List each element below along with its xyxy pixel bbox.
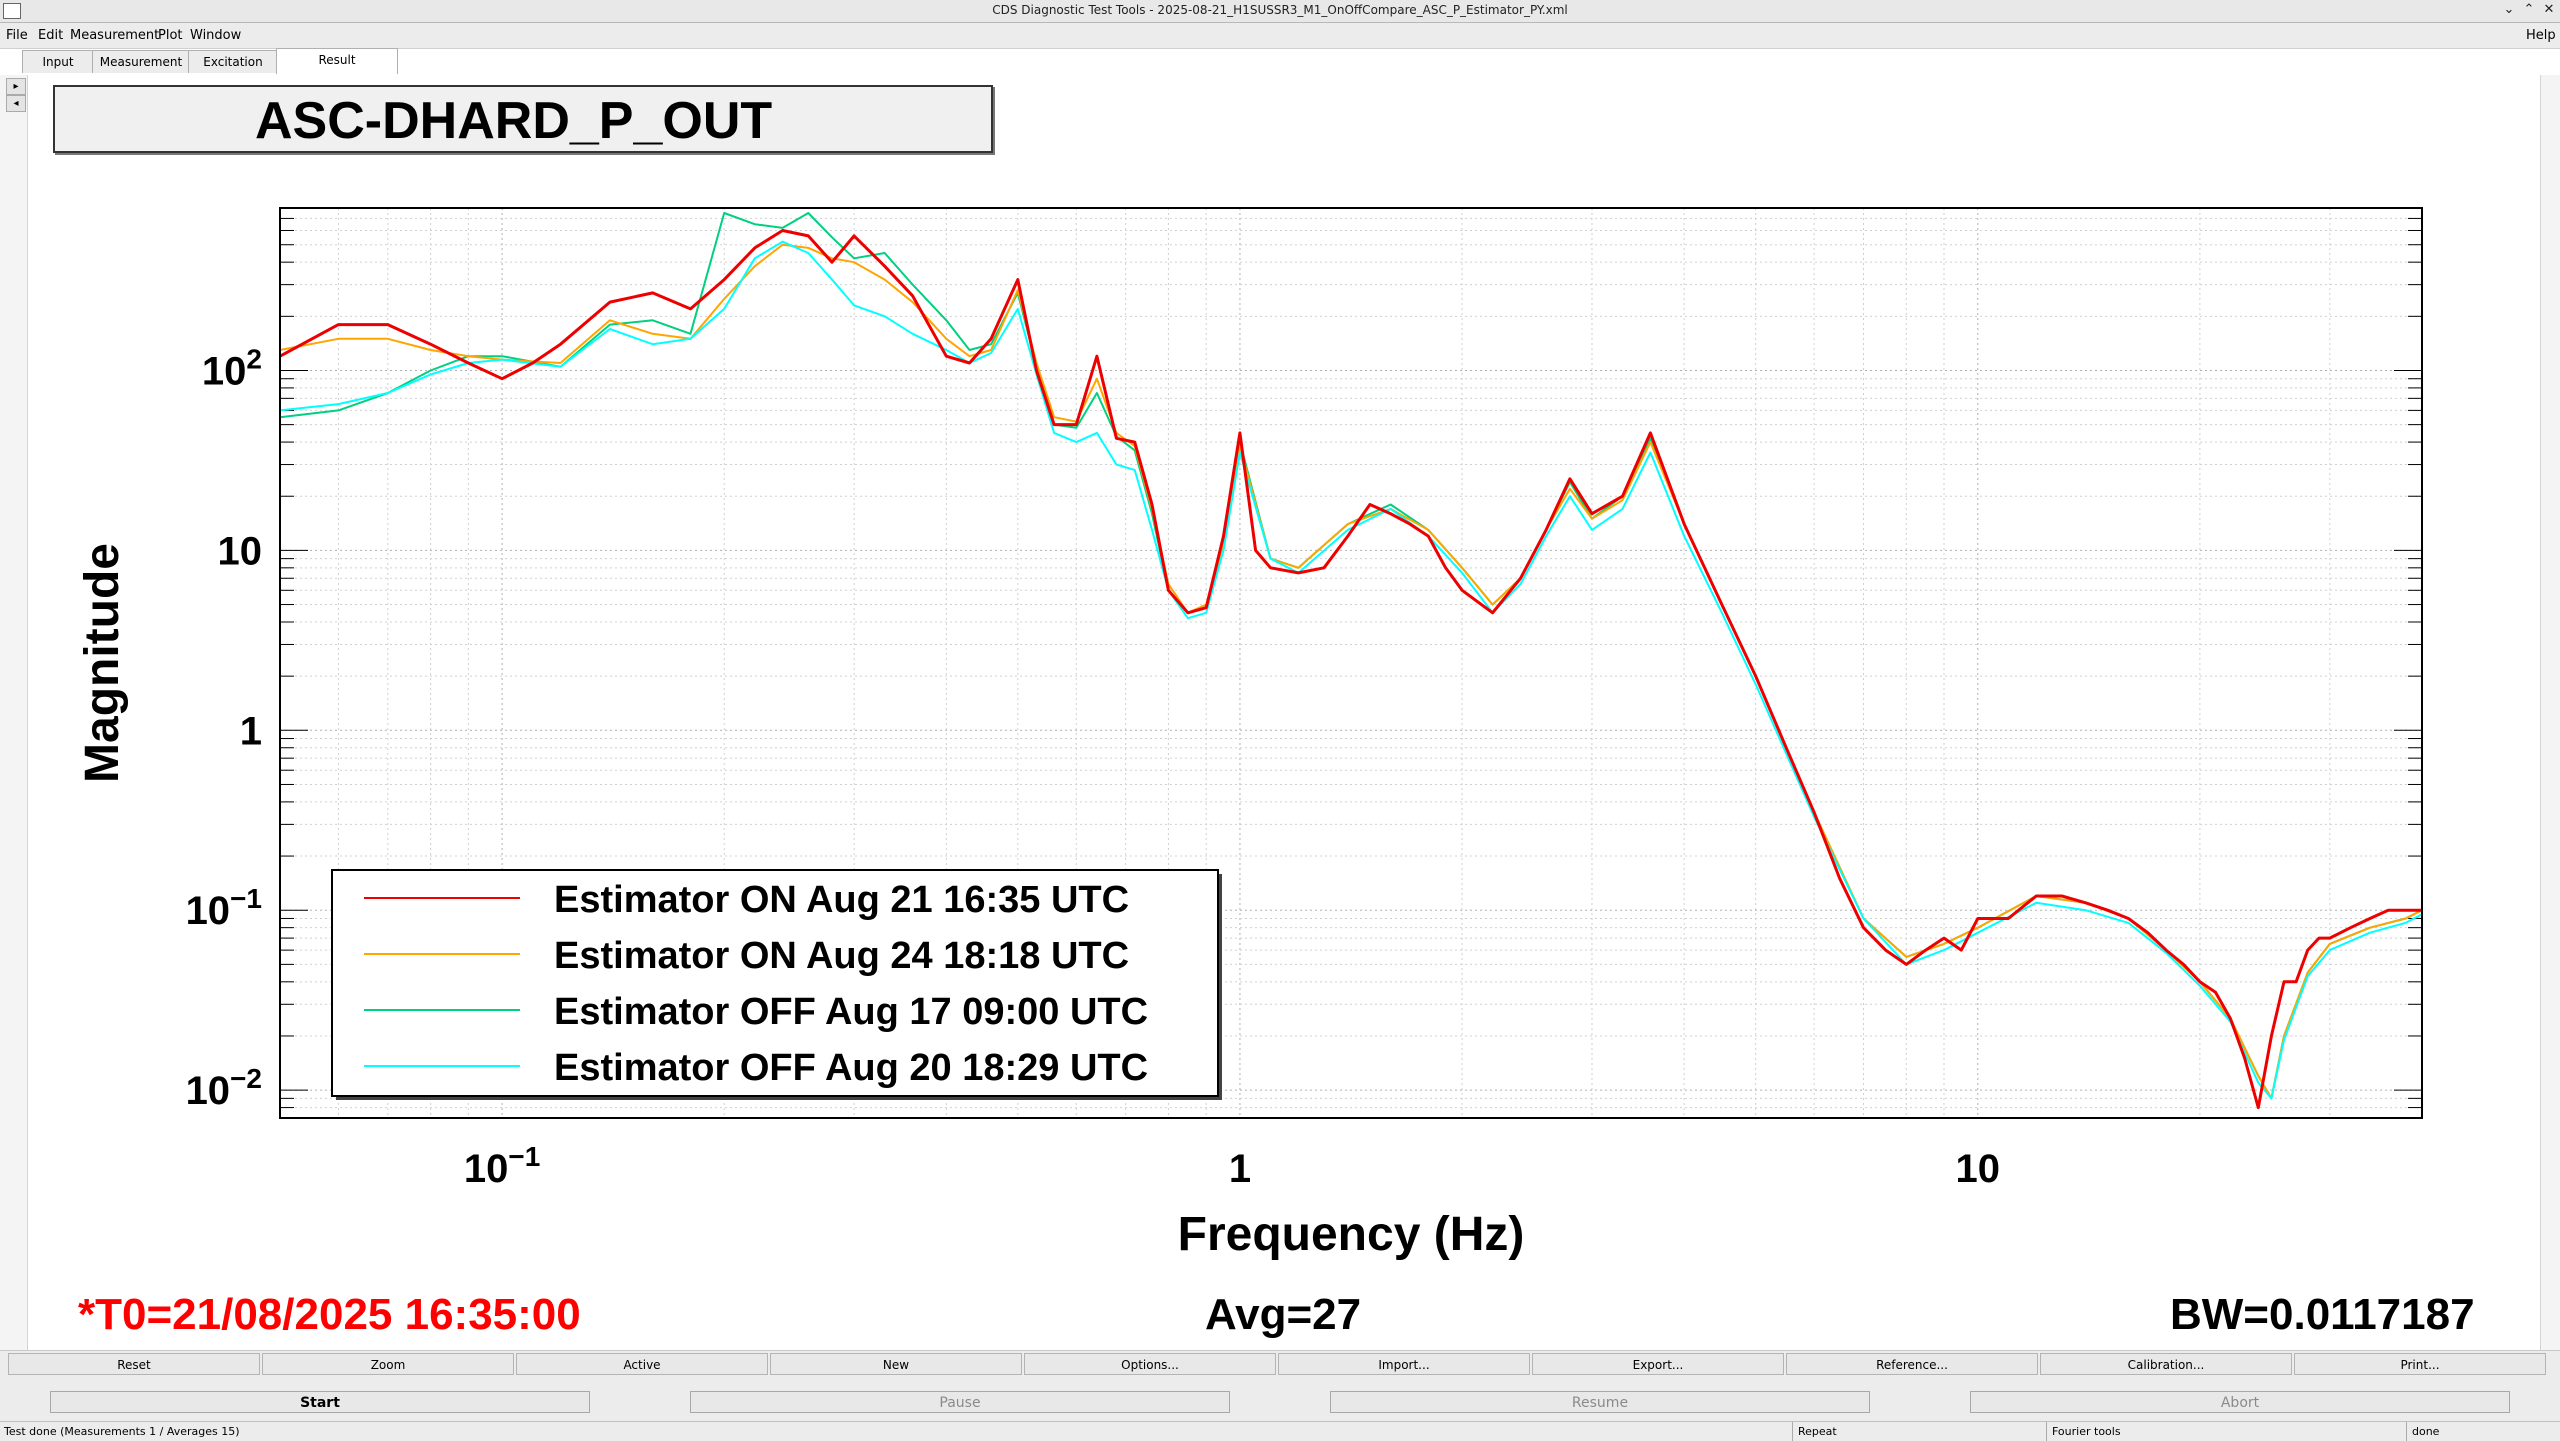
abort-button[interactable]: Abort (1970, 1391, 2510, 1413)
left-rail (0, 75, 28, 1350)
y-tick-label: 10−1 (186, 883, 262, 933)
legend-box (331, 869, 1219, 1097)
menu-edit[interactable]: Edit (38, 28, 64, 43)
control-row: Start Pause Resume Abort (0, 1379, 2560, 1421)
tab-measurement[interactable]: Measurement (92, 50, 190, 73)
plot-button-row: Reset Zoom Active New Options... Import.… (0, 1350, 2560, 1379)
reset-button[interactable]: Reset (8, 1353, 260, 1375)
resume-button[interactable]: Resume (1330, 1391, 1870, 1413)
magnitude-plot[interactable]: 10−1 1 10 10−2 10−1 1 10 102 Frequency (Hz) Magni… (0, 0, 2560, 1350)
plot-frame (279, 207, 2423, 1119)
status-state: done (2412, 1425, 2440, 1438)
legend-label-4: Estimator OFF Aug 20 18:29 UTC (554, 1047, 1148, 1089)
y-tick-label: 10 (218, 529, 263, 573)
maximize-icon[interactable]: ⌃ (2523, 2, 2535, 17)
close-icon[interactable]: ✕ (2543, 2, 2555, 17)
start-button[interactable]: Start (50, 1391, 590, 1413)
legend-label-1: Estimator ON Aug 21 16:35 UTC (554, 879, 1129, 921)
minimize-icon[interactable]: ⌄ (2503, 2, 2515, 17)
active-button[interactable]: Active (516, 1353, 768, 1375)
x-tick-label: 10 (1956, 1147, 2001, 1191)
collapse-left-icon[interactable]: ◂ (6, 95, 26, 112)
menu-file[interactable]: File (6, 28, 28, 43)
t0-label: *T0=21/08/2025 16:35:00 (78, 1290, 581, 1339)
export-button[interactable]: Export... (1532, 1353, 1784, 1375)
menu-plot[interactable]: Plot (158, 28, 183, 43)
status-message: Test done (Measurements 1 / Averages 15) (4, 1425, 240, 1438)
import-button[interactable]: Import... (1278, 1353, 1530, 1375)
x-axis-label: Frequency (Hz) (1178, 1208, 1525, 1261)
window-titlebar: CDS Diagnostic Test Tools - 2025-08-21_H… (0, 0, 2560, 23)
status-repeat: Repeat (1798, 1425, 1837, 1438)
calibration-button[interactable]: Calibration... (2040, 1353, 2292, 1375)
zoom-button[interactable]: Zoom (262, 1353, 514, 1375)
bw-label: BW=0.0117187 (2170, 1290, 2475, 1339)
y-tick-label: 10−2 (186, 1063, 262, 1113)
y-tick-label: 102 (202, 343, 262, 393)
menu-help[interactable]: Help (2526, 28, 2556, 43)
plot-title: ASC-DHARD_P_OUT (53, 85, 993, 153)
menu-bar: File Edit Measurement Plot Window Help (0, 23, 2560, 49)
tab-input[interactable]: Input (22, 50, 94, 73)
options-button[interactable]: Options... (1024, 1353, 1276, 1375)
y-axis-label: Magnitude (76, 543, 129, 783)
x-tick-label: 1 (1229, 1147, 1251, 1191)
reference-button[interactable]: Reference... (1786, 1353, 2038, 1375)
x-tick-label: 10−1 (464, 1141, 540, 1191)
app-icon (3, 3, 21, 19)
window-title: CDS Diagnostic Test Tools - 2025-08-21_H… (992, 3, 1568, 17)
new-button[interactable]: New (770, 1353, 1022, 1375)
menu-window[interactable]: Window (190, 28, 242, 43)
expand-right-icon[interactable]: ▸ (6, 78, 26, 95)
y-tick-label: 1 (240, 709, 262, 753)
legend-label-3: Estimator OFF Aug 17 09:00 UTC (554, 991, 1148, 1033)
print-button[interactable]: Print... (2294, 1353, 2546, 1375)
right-scrollbar[interactable] (2540, 75, 2560, 1350)
pause-button[interactable]: Pause (690, 1391, 1230, 1413)
avg-label: Avg=27 (1205, 1290, 1362, 1339)
series-line-1 (279, 229, 2422, 1110)
status-tools: Fourier tools (2052, 1425, 2121, 1438)
series-line-4 (279, 240, 2423, 1100)
tab-excitation[interactable]: Excitation (188, 50, 278, 73)
legend-label-2: Estimator ON Aug 24 18:18 UTC (554, 935, 1129, 977)
menu-measurement[interactable]: Measurement (70, 28, 160, 43)
tab-result[interactable]: Result (276, 48, 398, 74)
status-bar: Test done (Measurements 1 / Averages 15)… (0, 1421, 2560, 1441)
